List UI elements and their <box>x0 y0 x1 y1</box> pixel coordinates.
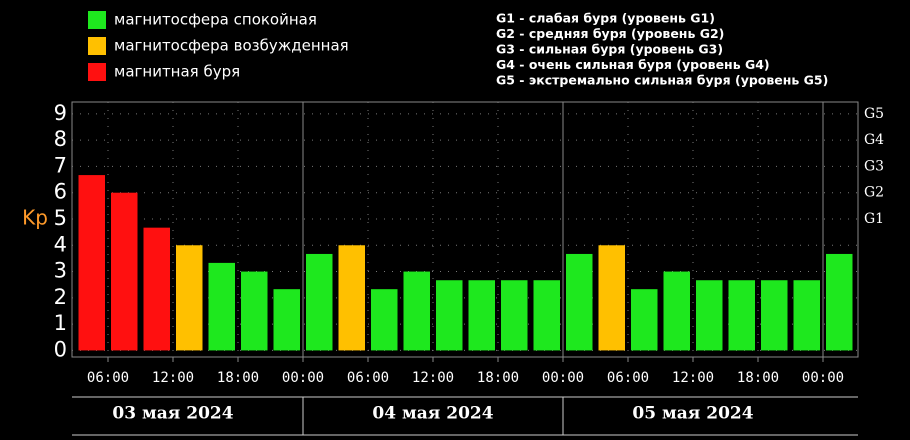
bar <box>176 245 203 351</box>
bar <box>78 175 105 351</box>
y2-tick-label: G3 <box>864 158 884 174</box>
x-tick-label: 12:00 <box>152 370 194 386</box>
bar <box>468 280 495 351</box>
bar <box>663 271 690 351</box>
y-tick-label: 2 <box>54 285 67 309</box>
bar <box>403 271 430 351</box>
legend-label: магнитосфера возбужденная <box>114 37 349 55</box>
y-tick-label: 3 <box>54 259 67 283</box>
bar <box>338 245 365 351</box>
legend-swatch <box>88 63 106 81</box>
bar <box>761 280 788 351</box>
bar <box>241 271 268 351</box>
x-tick-label: 06:00 <box>347 370 389 386</box>
bar <box>208 262 235 351</box>
bar <box>436 280 463 351</box>
storm-level-note: G2 - средняя буря (уровень G2) <box>496 26 724 41</box>
y-tick-label: 0 <box>54 337 67 361</box>
bar <box>728 280 755 351</box>
bar <box>143 227 170 351</box>
y-axis-label: Kp <box>22 206 48 230</box>
bar <box>371 289 398 351</box>
legend-swatch <box>88 11 106 29</box>
legend-label: магнитная буря <box>114 63 240 81</box>
bar <box>598 245 625 351</box>
storm-level-note: G4 - очень сильная буря (уровень G4) <box>496 57 770 72</box>
x-tick-label: 06:00 <box>87 370 129 386</box>
bar <box>793 280 820 351</box>
x-tick-label: 18:00 <box>477 370 519 386</box>
x-tick-label: 18:00 <box>737 370 779 386</box>
y-tick-label: 8 <box>54 127 67 151</box>
bar <box>566 253 593 351</box>
legend-label: магнитосфера спокойная <box>114 11 317 29</box>
bar <box>631 289 658 351</box>
day-label: 04 мая 2024 <box>372 404 493 424</box>
bar <box>501 280 528 351</box>
y-tick-label: 9 <box>54 101 67 125</box>
y2-tick-label: G5 <box>864 106 884 122</box>
x-tick-label: 12:00 <box>672 370 714 386</box>
bar <box>533 280 560 351</box>
y-tick-label: 7 <box>54 153 67 177</box>
storm-level-note: G5 - экстремально сильная буря (уровень … <box>496 73 828 88</box>
bar <box>696 280 723 351</box>
x-tick-label: 00:00 <box>282 370 324 386</box>
storm-level-note: G1 - слабая буря (уровень G1) <box>496 11 715 26</box>
y2-tick-label: G2 <box>864 185 884 201</box>
plot-area <box>71 101 859 358</box>
y-tick-label: 5 <box>54 206 67 230</box>
day-label: 05 мая 2024 <box>632 404 753 424</box>
y-tick-label: 6 <box>54 180 67 204</box>
x-tick-label: 00:00 <box>802 370 844 386</box>
x-tick-label: 00:00 <box>542 370 584 386</box>
y2-tick-label: G1 <box>864 211 884 227</box>
x-tick-label: 12:00 <box>412 370 454 386</box>
x-tick-label: 06:00 <box>607 370 649 386</box>
y-tick-label: 1 <box>54 311 67 335</box>
bar <box>273 289 300 351</box>
bar <box>111 192 138 351</box>
bar <box>826 253 853 351</box>
storm-level-note: G3 - сильная буря (уровень G3) <box>496 42 723 57</box>
y2-tick-label: G4 <box>864 132 884 148</box>
x-tick-label: 18:00 <box>217 370 259 386</box>
bar <box>306 253 333 351</box>
legend-swatch <box>88 37 106 55</box>
day-label: 03 мая 2024 <box>112 404 233 424</box>
y-tick-label: 4 <box>54 232 67 256</box>
